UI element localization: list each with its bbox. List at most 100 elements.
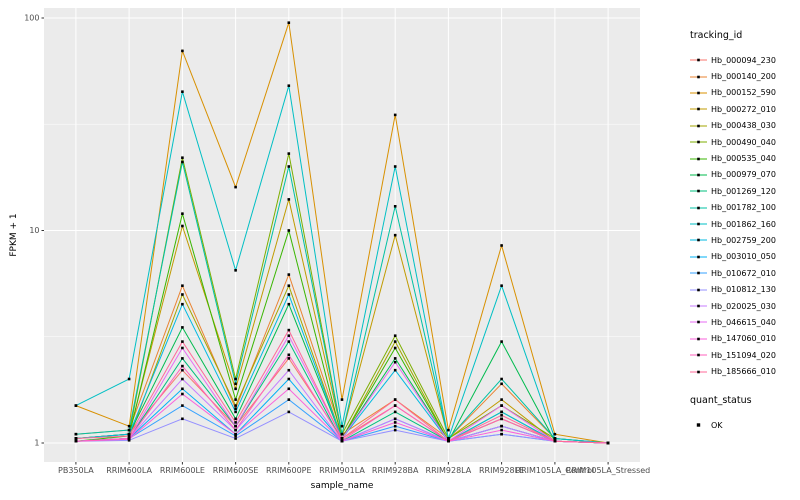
data-point: [234, 437, 237, 440]
x-tick-label: RRIM600PE: [266, 466, 312, 475]
data-point: [181, 90, 184, 93]
data-point: [447, 437, 450, 440]
legend-item-Hb_000535_040: Hb_000535_040: [690, 150, 800, 166]
data-point: [287, 398, 291, 401]
data-point: [234, 404, 237, 407]
data-point: [393, 357, 397, 360]
legend-item-Hb_010812_130: Hb_010812_130: [690, 281, 800, 297]
data-point: [181, 340, 184, 343]
data-point: [393, 205, 397, 208]
legend-item-Hb_000438_030: Hb_000438_030: [690, 118, 800, 134]
legend-key-icon: [690, 255, 707, 259]
legend-key-icon: [690, 140, 707, 144]
data-point: [287, 152, 291, 155]
legend-key-icon: [690, 321, 707, 324]
legend-item-Hb_151094_020: Hb_151094_020: [690, 347, 800, 363]
legend-key-icon: [690, 173, 707, 177]
data-point: [287, 293, 291, 296]
data-point: [606, 441, 610, 445]
data-point: [393, 368, 397, 372]
data-point: [181, 417, 184, 421]
data-point: [74, 432, 78, 436]
data-point: [500, 377, 503, 381]
data-point: [181, 302, 184, 306]
legend-key-icon: [690, 58, 707, 62]
data-point: [500, 340, 503, 343]
legend-item-label: Hb_003010_050: [711, 252, 776, 262]
legend-item-Hb_000490_040: Hb_000490_040: [690, 134, 800, 150]
legend-key-icon: [690, 304, 707, 308]
data-point: [287, 410, 291, 414]
legend-key-icon: [690, 124, 707, 128]
legend-item-label: Hb_147060_010: [711, 334, 776, 344]
data-point: [340, 437, 344, 440]
data-point: [234, 417, 237, 421]
x-tick-label: RRIM928LA: [426, 466, 472, 475]
legend-item-label: Hb_000094_230: [711, 55, 776, 65]
legend-key-icon: [690, 206, 707, 210]
data-point: [181, 212, 184, 215]
legend-item-label: Hb_000272_010: [711, 104, 776, 114]
data-point: [340, 424, 344, 428]
legend-item-Hb_000272_010: Hb_000272_010: [690, 101, 800, 117]
legend-key-icon: [690, 370, 707, 373]
data-point: [287, 377, 291, 381]
legend-item-Hb_003010_050: Hb_003010_050: [690, 249, 800, 265]
x-tick-label: RRIM901LA: [319, 466, 365, 475]
data-point: [447, 439, 450, 443]
data-point: [393, 360, 397, 364]
ok-point-icon: [696, 423, 701, 427]
legend-item-label: Hb_185666_010: [711, 367, 776, 377]
legend-item-Hb_001782_100: Hb_001782_100: [690, 200, 800, 216]
data-point: [287, 84, 291, 87]
data-point: [181, 326, 184, 329]
legend-item-label: Hb_001269_120: [711, 186, 776, 196]
legend-key-icon: [690, 222, 707, 226]
y-axis-title: FPKM + 1: [9, 213, 19, 257]
data-point: [234, 398, 237, 401]
data-point: [234, 185, 237, 189]
data-point: [553, 432, 557, 436]
legend-item-label: Hb_000152_590: [711, 88, 776, 98]
y-tick-label: 10: [29, 226, 39, 235]
data-point: [127, 432, 131, 436]
quant-status-label: OK: [711, 420, 723, 430]
data-point: [500, 428, 503, 432]
data-point: [287, 302, 291, 306]
data-point: [127, 437, 131, 440]
data-point: [181, 404, 184, 407]
data-point: [340, 439, 344, 442]
data-point: [287, 229, 291, 232]
legend-item-Hb_185666_010: Hb_185666_010: [690, 363, 800, 379]
data-point: [127, 424, 131, 428]
data-point: [181, 364, 184, 368]
data-point: [500, 382, 503, 386]
data-point: [287, 368, 291, 372]
legend-key-icon: [690, 288, 707, 291]
x-tick-label: RRIM105LA_Control: [516, 466, 595, 475]
data-point: [181, 377, 184, 381]
x-tick-label: RRIM600LE: [160, 466, 205, 475]
data-point: [393, 421, 397, 424]
legend-item-Hb_147060_010: Hb_147060_010: [690, 331, 800, 347]
data-point: [500, 404, 503, 407]
data-point: [234, 269, 237, 272]
data-point: [74, 439, 78, 443]
data-point: [287, 387, 291, 391]
data-point: [181, 160, 184, 164]
data-point: [234, 410, 237, 414]
data-point: [393, 346, 397, 350]
data-point: [181, 387, 184, 391]
x-tick-label: RRIM105LA_Stressed: [566, 466, 650, 475]
data-point: [500, 284, 503, 287]
data-point: [234, 377, 237, 381]
data-point: [234, 382, 237, 386]
data-point: [234, 407, 237, 410]
data-point: [500, 432, 503, 436]
data-point: [500, 244, 503, 247]
legend-item-label: Hb_001782_100: [711, 203, 776, 213]
data-point: [127, 428, 131, 432]
legend-key-icon: [690, 108, 707, 111]
data-point: [181, 346, 184, 350]
